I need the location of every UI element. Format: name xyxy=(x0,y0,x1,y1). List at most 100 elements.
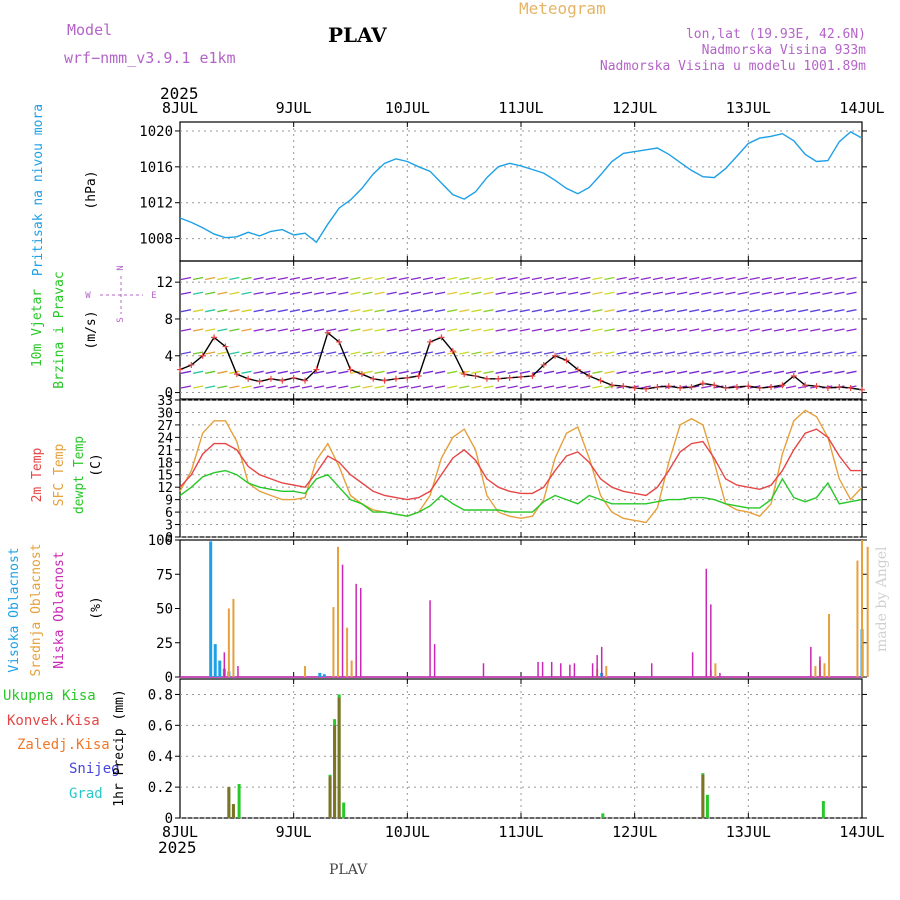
wind-barb xyxy=(313,351,325,355)
wind-ylabel: 10m Vjetar Brzina i Pravac (m/s) xyxy=(30,271,99,388)
wind-barb xyxy=(253,291,264,295)
wind-barb xyxy=(422,309,434,313)
wind-barb xyxy=(205,276,216,281)
legend-snow: Snijeg xyxy=(69,761,120,777)
high-cloud-bar xyxy=(318,672,322,677)
wind-barb xyxy=(568,370,579,374)
wind-barb xyxy=(761,370,772,374)
wind-barb xyxy=(398,351,409,355)
wind-barb xyxy=(713,276,724,281)
wind-barb xyxy=(580,351,591,355)
wind-barb xyxy=(785,385,797,389)
wind-speed-marker xyxy=(472,373,479,379)
y-tick-label: 1008 xyxy=(139,232,173,248)
wind-barb xyxy=(495,385,506,389)
wind-barb xyxy=(338,309,349,313)
wind-barb xyxy=(483,370,494,374)
wind-barb xyxy=(797,291,809,295)
wind-barb xyxy=(471,370,482,374)
wind-barb xyxy=(205,370,216,374)
wind-speed-marker xyxy=(699,380,706,387)
wind-barb xyxy=(810,276,821,281)
wind-barb xyxy=(471,309,482,313)
wind-barb xyxy=(192,385,204,389)
wind-barb xyxy=(568,309,579,313)
wind-barb xyxy=(434,370,446,374)
wind-barb xyxy=(313,385,325,389)
wind-barb xyxy=(398,309,409,313)
wind-barb xyxy=(398,291,409,295)
legend-freezing-rain: Zaledj.Kisa xyxy=(17,737,110,753)
temp-ylabel-2m: 2m Temp xyxy=(30,447,45,502)
top-date-label: 8JUL xyxy=(162,99,198,117)
lonlat-label: lon,lat (19.93E, 42.6N) xyxy=(686,27,866,42)
wind-barb xyxy=(713,328,724,332)
wind-barb xyxy=(616,370,627,374)
wind-barb xyxy=(180,291,192,295)
wind-barb xyxy=(253,385,264,389)
wind-barb xyxy=(265,328,276,332)
wind-barb xyxy=(616,291,627,295)
wind-barb xyxy=(737,309,748,313)
convective-precip-bar xyxy=(227,787,231,818)
y-tick-label: 1012 xyxy=(139,196,173,212)
top-date-label: 13JUL xyxy=(726,99,771,117)
wind-speed-marker xyxy=(836,384,843,391)
y-tick-label: 9 xyxy=(165,494,173,509)
wind-barb xyxy=(749,276,760,281)
wind-barb xyxy=(180,309,192,313)
wind-barb xyxy=(676,291,688,295)
wind-barb xyxy=(229,351,240,355)
y-tick-label: 12 xyxy=(156,275,173,291)
wind-barb xyxy=(822,276,833,281)
mid-cloud-bar xyxy=(605,666,608,677)
wind-speed-marker xyxy=(188,361,195,368)
wind-barb xyxy=(676,351,688,355)
wind-barb xyxy=(253,276,264,281)
wind-barb xyxy=(689,351,700,355)
mid-cloud-bar xyxy=(227,608,230,677)
wind-barb xyxy=(338,385,349,389)
wind-barb xyxy=(277,370,288,374)
wind-barb xyxy=(628,370,639,374)
model-name: wrf−nmm_v3.9.1 e1km xyxy=(64,49,236,67)
panel-frame xyxy=(179,121,863,262)
wind-barb xyxy=(834,291,845,295)
wind-barb xyxy=(374,328,385,332)
wind-barb xyxy=(326,291,337,295)
pressure-line xyxy=(179,131,863,244)
y-tick-label: 0.6 xyxy=(148,718,173,734)
wind-speed-marker xyxy=(392,375,399,382)
wind-barb xyxy=(301,328,313,332)
low-cloud-bar xyxy=(560,663,562,677)
low-cloud-bar xyxy=(433,644,436,677)
wind-speed-marker xyxy=(211,334,218,341)
wind-barb xyxy=(338,291,349,295)
wind-barb xyxy=(531,309,543,313)
wind-barb xyxy=(471,385,482,389)
low-cloud-bar xyxy=(596,655,598,677)
wind-barb xyxy=(350,309,361,313)
mid-cloud-bar xyxy=(304,666,307,677)
wind-barb xyxy=(398,385,409,389)
wind-barb xyxy=(192,276,204,281)
wind-barb xyxy=(410,370,422,374)
wind-barb xyxy=(507,351,518,355)
wind-barb xyxy=(773,276,785,281)
wind-barb xyxy=(434,328,446,332)
wind-barb xyxy=(374,291,385,295)
wind-barb xyxy=(362,370,373,374)
wind-barb xyxy=(386,276,397,281)
wind-speed-marker xyxy=(608,382,615,389)
wind-barb xyxy=(737,328,748,332)
wind-barb xyxy=(471,351,482,355)
wind-barb xyxy=(217,351,228,355)
wind-barb xyxy=(459,276,470,281)
wind-barb xyxy=(459,291,470,295)
wind-barb xyxy=(761,328,772,332)
bottom-date-axis: 8JUL 9JUL 10JUL 11JUL 12JUL 13JUL 14JUL xyxy=(162,823,885,841)
wind-barb xyxy=(338,370,349,374)
wind-speed-marker xyxy=(518,373,524,380)
wind-speed-marker xyxy=(790,373,797,379)
